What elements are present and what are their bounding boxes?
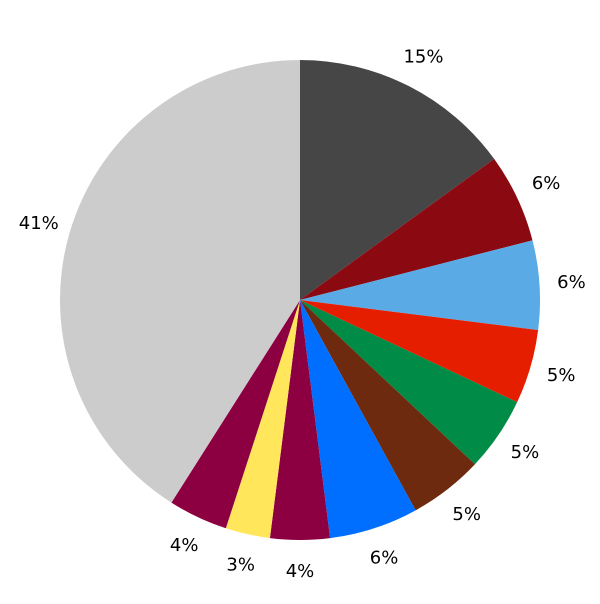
- value-label: 41%: [19, 213, 59, 234]
- value-label: 4%: [170, 535, 199, 556]
- pie-slice: [225, 300, 300, 539]
- value-label: 6%: [557, 272, 586, 293]
- value-label: 6%: [370, 548, 399, 569]
- pie-slice: [300, 300, 416, 539]
- value-label: 15%: [403, 47, 443, 68]
- pie-slice: [300, 300, 518, 465]
- pie-slice: [59, 60, 300, 503]
- pie-slice: [300, 60, 495, 300]
- value-label: 4%: [286, 561, 315, 582]
- value-label: 5%: [547, 365, 576, 386]
- pie-slice: [171, 300, 300, 529]
- pie-slice: [300, 240, 540, 331]
- pie-slice: [300, 158, 533, 300]
- value-label: 5%: [511, 442, 540, 463]
- pie-slice: [300, 300, 475, 511]
- pie-slice: [269, 300, 331, 540]
- value-label: 6%: [532, 173, 561, 194]
- value-label: 5%: [452, 504, 481, 525]
- pie-slice: [300, 300, 539, 403]
- value-label: 3%: [226, 554, 255, 575]
